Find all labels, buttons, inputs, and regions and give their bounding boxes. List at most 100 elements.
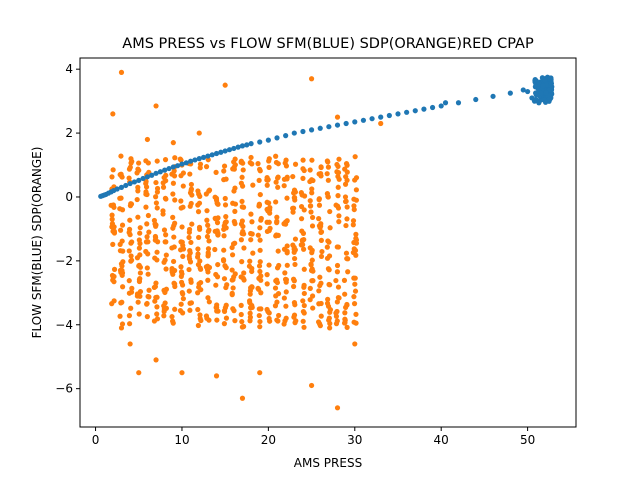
- orange-point: [189, 192, 195, 198]
- blue-point: [421, 106, 427, 112]
- orange-point: [127, 321, 133, 327]
- orange-point: [136, 237, 142, 243]
- orange-point: [342, 317, 348, 323]
- orange-point: [342, 198, 349, 205]
- orange-point: [255, 232, 261, 238]
- orange-point: [333, 310, 339, 316]
- blue-point: [540, 83, 546, 89]
- orange-point: [324, 244, 330, 250]
- orange-point: [117, 313, 123, 319]
- orange-point: [117, 172, 123, 178]
- orange-point: [179, 239, 185, 245]
- orange-point: [275, 161, 281, 167]
- orange-point: [120, 248, 126, 254]
- x-axis-label: AMS PRESS: [294, 456, 362, 470]
- orange-point: [309, 278, 315, 284]
- y-tick-label: 0: [65, 190, 73, 204]
- orange-point: [171, 244, 177, 250]
- orange-point: [257, 370, 263, 376]
- orange-point: [257, 191, 263, 198]
- orange-point: [309, 190, 315, 196]
- orange-point: [327, 282, 333, 288]
- orange-point: [264, 272, 270, 278]
- orange-point: [145, 212, 151, 219]
- orange-point: [179, 279, 185, 285]
- orange-point: [195, 262, 202, 268]
- blue-point: [542, 77, 548, 83]
- blue-point: [183, 160, 189, 166]
- orange-point: [221, 233, 227, 239]
- orange-point: [152, 234, 159, 241]
- orange-point: [146, 287, 152, 293]
- blue-point: [131, 179, 138, 185]
- blue-point: [343, 120, 349, 127]
- orange-point: [145, 239, 151, 245]
- orange-point: [257, 318, 263, 325]
- orange-point: [352, 281, 358, 287]
- orange-point: [134, 196, 140, 203]
- orange-point: [249, 231, 255, 237]
- orange-point: [247, 310, 253, 316]
- orange-point: [187, 203, 193, 209]
- orange-point: [136, 160, 142, 166]
- orange-point: [300, 242, 306, 248]
- orange-point: [221, 276, 228, 282]
- orange-point: [170, 191, 176, 197]
- orange-point: [344, 216, 350, 222]
- orange-point: [318, 280, 324, 286]
- orange-point: [145, 160, 151, 166]
- orange-point: [154, 158, 160, 164]
- orange-point: [163, 286, 170, 292]
- blue-point: [244, 142, 250, 148]
- orange-point: [117, 227, 124, 233]
- orange-point: [126, 278, 132, 284]
- orange-point: [258, 215, 264, 222]
- orange-point: [291, 278, 297, 284]
- orange-point: [128, 201, 135, 207]
- orange-point: [144, 136, 151, 143]
- orange-point: [232, 208, 238, 214]
- orange-point: [119, 272, 125, 278]
- orange-point: [301, 246, 307, 252]
- blue-point: [533, 96, 539, 103]
- orange-point: [325, 266, 332, 272]
- orange-point: [267, 225, 273, 231]
- orange-point: [143, 248, 149, 255]
- orange-point: [258, 273, 264, 279]
- orange-point: [292, 302, 298, 308]
- orange-point: [309, 250, 315, 256]
- orange-point: [128, 305, 134, 311]
- orange-point: [281, 221, 287, 227]
- orange-point: [343, 160, 350, 167]
- orange-point: [120, 284, 126, 290]
- blue-point: [118, 184, 125, 190]
- blue-point: [412, 108, 418, 114]
- orange-point: [351, 203, 357, 209]
- orange-point: [352, 341, 358, 347]
- orange-point: [256, 177, 262, 183]
- orange-point: [334, 269, 341, 275]
- orange-point: [180, 310, 186, 316]
- orange-point: [144, 265, 150, 271]
- orange-point: [318, 253, 325, 260]
- orange-point: [110, 241, 116, 247]
- orange-point: [238, 311, 244, 318]
- x-tick-label: 50: [520, 433, 535, 447]
- orange-point: [240, 223, 246, 230]
- blue-point: [179, 161, 185, 167]
- orange-point: [282, 160, 288, 166]
- orange-point: [378, 120, 384, 127]
- orange-point: [342, 181, 349, 187]
- orange-point: [335, 294, 341, 301]
- orange-point: [273, 179, 279, 185]
- orange-point: [307, 198, 313, 204]
- orange-point: [154, 249, 160, 255]
- orange-point: [308, 262, 314, 268]
- orange-point: [111, 266, 118, 272]
- orange-point: [144, 314, 150, 320]
- orange-point: [324, 255, 331, 261]
- orange-point: [334, 405, 341, 411]
- blue-point: [543, 90, 549, 96]
- orange-point: [205, 222, 211, 228]
- blue-point: [209, 152, 215, 158]
